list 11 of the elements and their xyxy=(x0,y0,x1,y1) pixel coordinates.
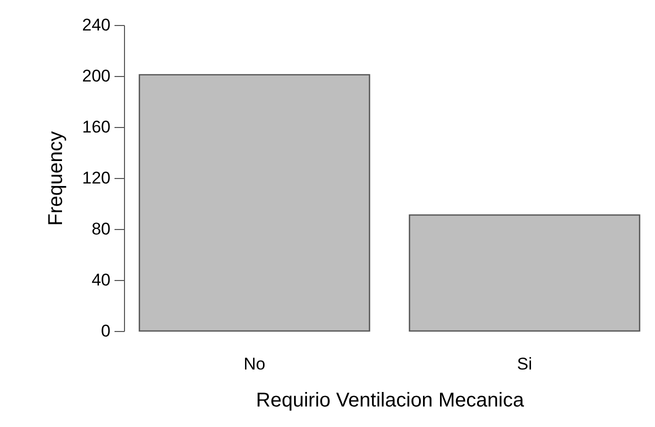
x-axis-title: Requirio Ventilacion Mecanica xyxy=(256,390,525,412)
x-tick-label: Si xyxy=(516,354,532,374)
y-tick-label: 0 xyxy=(101,322,110,340)
y-tick-label: 160 xyxy=(82,118,110,136)
x-tick-label: No xyxy=(244,354,266,374)
y-tick-label: 120 xyxy=(82,168,110,188)
y-tick-label: 200 xyxy=(82,66,110,86)
y-tick-label: 240 xyxy=(82,16,110,34)
y-tick-label: 80 xyxy=(92,220,110,238)
y-tick-label: 40 xyxy=(92,270,110,290)
y-axis-title: Frequency xyxy=(45,131,68,226)
